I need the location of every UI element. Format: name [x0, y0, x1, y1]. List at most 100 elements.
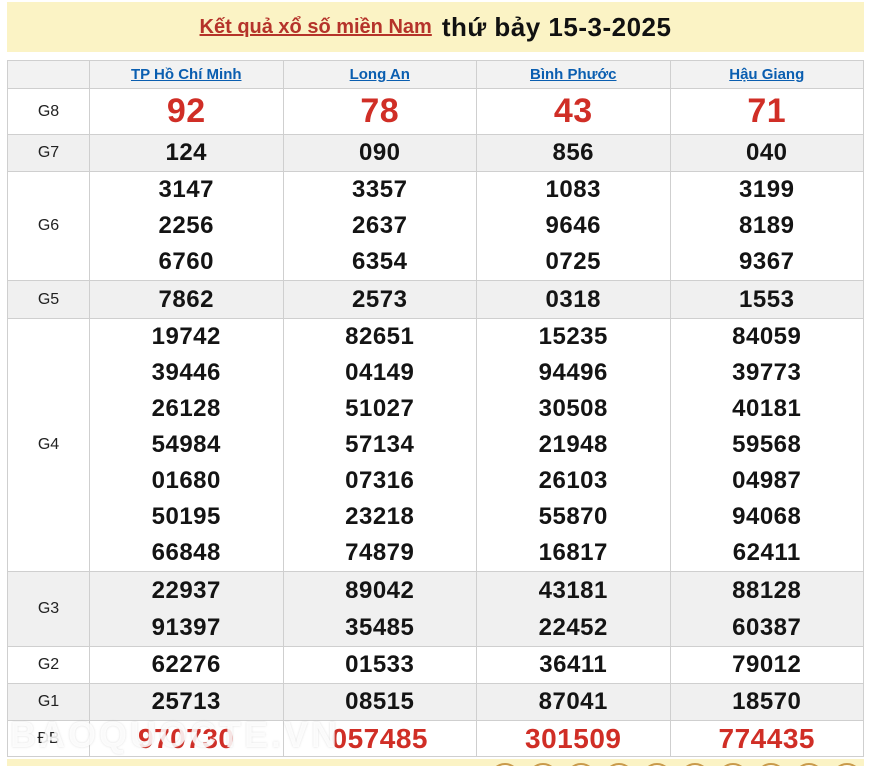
result-number: 94496	[538, 359, 608, 386]
prize-label-g1: G1	[7, 683, 90, 721]
province-link-2[interactable]: Bình Phước	[476, 60, 671, 89]
prize-row-g5: G5 7862 2573 0318 1553	[7, 280, 864, 319]
result-number: 59568	[732, 431, 802, 458]
result-number: 2256	[158, 212, 214, 239]
draw-date-title: thứ bảy 15-3-2025	[441, 11, 672, 42]
result-number: 1083	[545, 176, 601, 203]
prize-row-g3: G3 22937 91397 89042 35485 43181 22452 88128 603…	[7, 571, 864, 647]
result-number: 74879	[345, 539, 415, 566]
result-number: 26128	[151, 395, 221, 422]
result-cell: 89042 35485	[282, 571, 477, 647]
result-number: 79012	[732, 651, 802, 678]
prize-label-db: ĐB	[7, 720, 90, 757]
result-number: 87041	[538, 688, 608, 715]
result-number: 856	[552, 139, 595, 166]
result-number: 51027	[345, 395, 415, 422]
result-number: 71	[747, 92, 787, 130]
result-number: 6354	[352, 248, 408, 275]
result-number: 040	[745, 139, 788, 166]
result-cell: 774435	[669, 720, 864, 757]
prize-row-g2: G2 62276 01533 36411 79012	[7, 646, 864, 684]
prize-label-g2: G2	[7, 646, 90, 684]
page-header-banner: Kết quả xổ số miền Nam thứ bảy 15-3-2025	[7, 2, 864, 52]
result-cell: 3147 2256 6760	[89, 171, 284, 281]
result-number: 0318	[545, 286, 601, 313]
result-cell: 84059 39773 40181 59568 04987 94068 62411	[669, 318, 864, 572]
result-number: 07316	[345, 467, 415, 494]
lottery-results-link[interactable]: Kết quả xổ số miền Nam	[199, 15, 432, 38]
result-cell: 36411	[476, 646, 671, 684]
result-number: 22452	[538, 614, 608, 641]
result-number: 16817	[538, 539, 608, 566]
result-number: 50195	[151, 503, 221, 530]
result-number: 1553	[739, 286, 795, 313]
result-number: 23218	[345, 503, 415, 530]
result-cell: 301509	[476, 720, 671, 757]
province-link-0[interactable]: TP Hồ Chí Minh	[89, 60, 284, 89]
prize-row-g1: G1 25713 08515 87041 18570	[7, 683, 864, 721]
result-number: 40181	[732, 395, 802, 422]
result-number: 3199	[739, 176, 795, 203]
prize-label-g6: G6	[7, 171, 90, 281]
result-number: 94068	[732, 503, 802, 530]
result-number: 88128	[732, 577, 802, 604]
result-cell: 1083 9646 0725	[476, 171, 671, 281]
result-number: 22937	[151, 577, 221, 604]
result-number: 19742	[151, 323, 221, 350]
result-number: 9367	[739, 248, 795, 275]
result-number: 66848	[151, 539, 221, 566]
result-number: 01533	[345, 651, 415, 678]
result-number: 91397	[151, 614, 221, 641]
result-number: 8189	[739, 212, 795, 239]
result-number: 26103	[538, 467, 608, 494]
result-number: 62411	[732, 539, 801, 566]
result-number: 2573	[352, 286, 408, 313]
result-cell: 856	[476, 134, 671, 172]
result-number: 89042	[345, 577, 415, 604]
prize-label-g3: G3	[7, 571, 90, 647]
result-cell: 78	[282, 88, 477, 135]
result-cell: 82651 04149 51027 57134 07316 23218 74879	[282, 318, 477, 572]
province-link-3[interactable]: Hậu Giang	[669, 60, 864, 89]
result-number: 39446	[151, 359, 221, 386]
table-body: G8 92 78 43 71 G7 124 090 856 040 G6 3147 2256 6760 33…	[7, 88, 864, 757]
result-cell: 01533	[282, 646, 477, 684]
prize-label-g5: G5	[7, 280, 90, 319]
result-cell: 7862	[89, 280, 284, 319]
result-cell: 87041	[476, 683, 671, 721]
result-cell: 970730	[89, 720, 284, 757]
result-number: 2637	[352, 212, 408, 239]
result-cell: 3357 2637 6354	[282, 171, 477, 281]
result-number: 057485	[331, 723, 428, 754]
province-link-1[interactable]: Long An	[282, 60, 477, 89]
result-cell: 92	[89, 88, 284, 135]
result-cell: 3199 8189 9367	[669, 171, 864, 281]
result-number: 3147	[158, 176, 214, 203]
lottery-results-table: TP Hồ Chí Minh Long An Bình Phước Hậu Giang…	[7, 60, 864, 757]
result-cell: 25713	[89, 683, 284, 721]
result-number: 78	[360, 92, 400, 130]
result-cell: 19742 39446 26128 54984 01680 50195 66848	[89, 318, 284, 572]
prize-label-g4: G4	[7, 318, 90, 572]
corner-cell	[7, 60, 90, 89]
result-number: 124	[165, 139, 208, 166]
result-cell: 057485	[282, 720, 477, 757]
prize-label-g8: G8	[7, 88, 90, 135]
result-cell: 22937 91397	[89, 571, 284, 647]
result-number: 08515	[345, 688, 415, 715]
result-number: 39773	[732, 359, 802, 386]
result-cell: 1553	[669, 280, 864, 319]
result-cell: 43181 22452	[476, 571, 671, 647]
result-number: 57134	[345, 431, 415, 458]
result-number: 0725	[545, 248, 601, 275]
result-number: 62276	[151, 651, 221, 678]
result-number: 6760	[158, 248, 214, 275]
result-number: 21948	[538, 431, 608, 458]
result-number: 55870	[538, 503, 608, 530]
result-number: 82651	[345, 323, 415, 350]
result-cell: 71	[669, 88, 864, 135]
result-number: 18570	[732, 688, 802, 715]
prize-row-db: ĐB 970730 057485 301509 774435	[7, 720, 864, 757]
result-number: 301509	[525, 723, 622, 754]
prize-row-g8: G8 92 78 43 71	[7, 88, 864, 135]
